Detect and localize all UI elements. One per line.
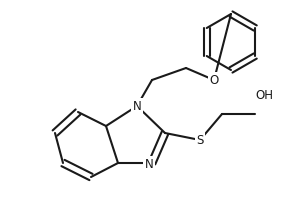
- Text: N: N: [145, 158, 153, 170]
- Text: N: N: [133, 99, 141, 112]
- Text: OH: OH: [255, 88, 273, 101]
- Text: S: S: [196, 134, 204, 147]
- Text: O: O: [209, 73, 219, 86]
